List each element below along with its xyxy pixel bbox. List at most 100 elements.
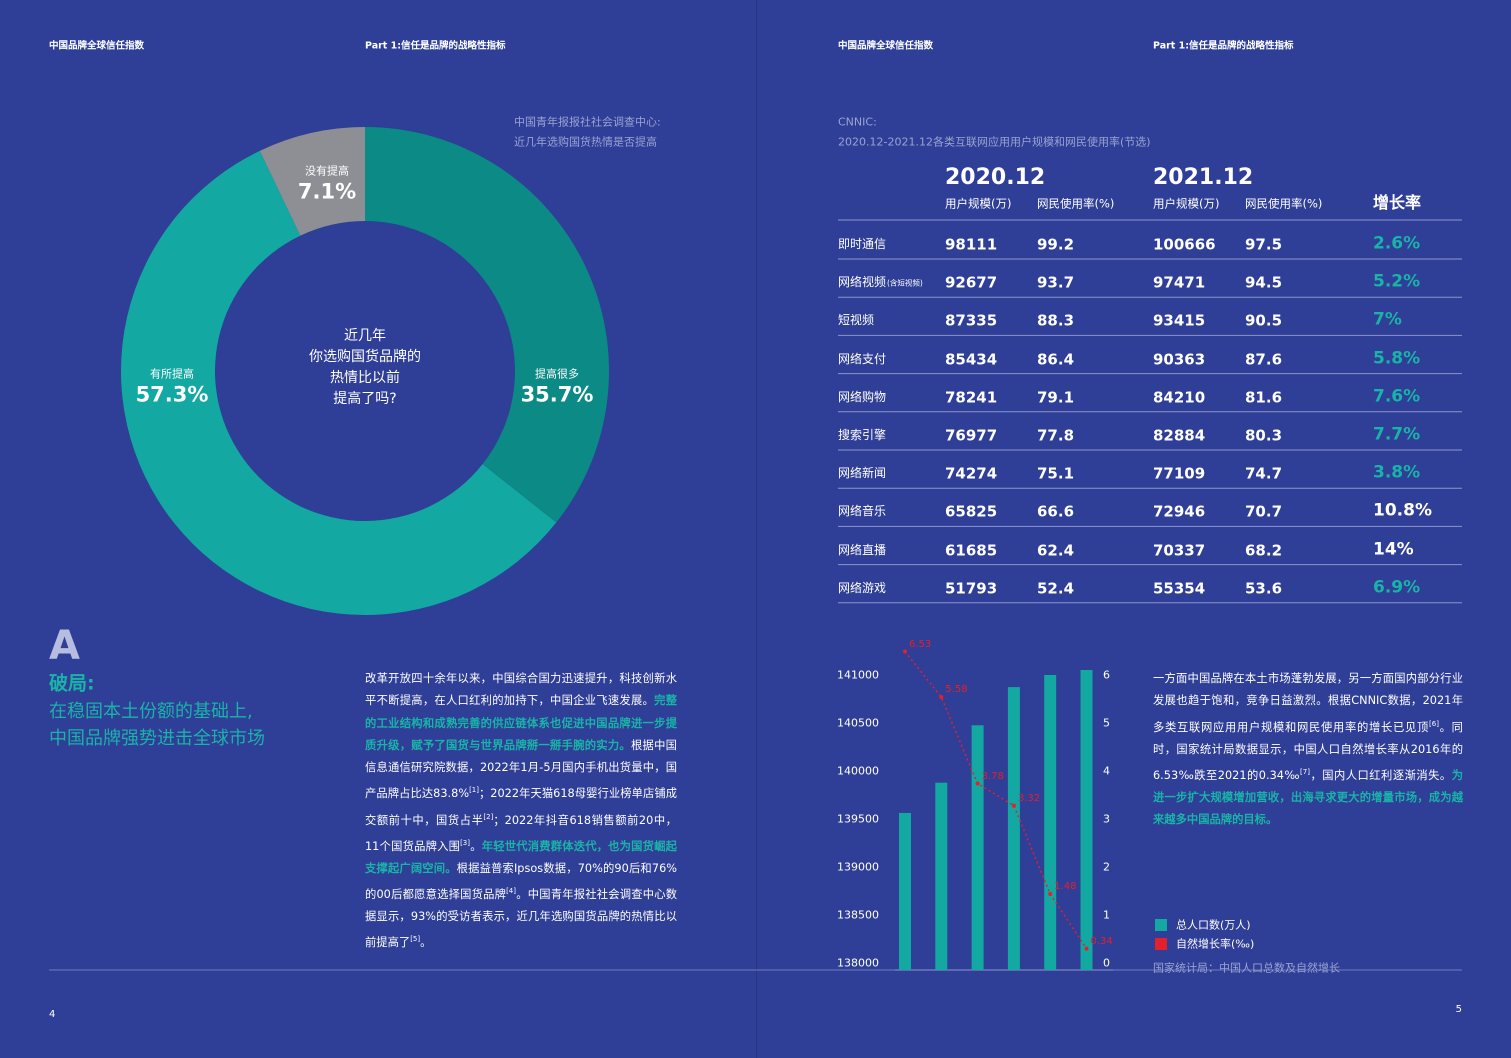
column-header: 网民使用率(%) — [1037, 196, 1115, 211]
y-tick-label: 139500 — [837, 812, 879, 826]
highlight-text: 年轻世代消费群体迭代，也为国货崛起支撑起广阔空间。 — [365, 839, 677, 875]
text: 。中国青年报社社会调查中心数据显示，93%的受访者表示，近几年选购国货品牌的热情… — [365, 887, 677, 950]
cell: 97471 — [1153, 273, 1206, 292]
row-name: 网络购物 — [838, 389, 887, 404]
cell: 53.6 — [1245, 579, 1283, 598]
source: 2020.12-2021.12各类互联网应用用户规模和网民使用率(节选) — [838, 135, 1151, 149]
page-number: 4 — [49, 1009, 56, 1020]
growth: 6.9% — [1373, 577, 1421, 598]
y-tick-label: 139000 — [837, 860, 879, 874]
growth: 7.6% — [1373, 386, 1421, 407]
cell: 84210 — [1153, 388, 1206, 407]
header-part: Part 1:信任是品牌的战略性指标 — [1153, 40, 1294, 52]
row-name: 短视频 — [838, 313, 875, 328]
bar — [899, 812, 911, 970]
cell: 74.7 — [1245, 464, 1283, 483]
y2-tick-label: 0 — [1103, 956, 1110, 970]
donut-segment — [120, 150, 557, 616]
growth: 14% — [1373, 539, 1414, 560]
text: [6] — [1429, 719, 1439, 728]
cell: 90363 — [1153, 350, 1206, 369]
y-tick-label: 140000 — [837, 764, 879, 778]
text: [3] — [460, 838, 470, 847]
period: 2021.12 — [1153, 165, 1254, 190]
text: 一方面中国品牌在本土市场蓬勃发展，另一方面国内部分行业发展也趋于饱和，竞争日益激… — [1153, 672, 1463, 734]
cell: 62.4 — [1037, 541, 1075, 560]
text: 改革开放四十余年以来，中国综合国力迅速提升，科技创新水平不断提高，在人口红利的加… — [365, 672, 677, 708]
cell: 55354 — [1153, 579, 1206, 598]
page-number: 5 — [1455, 1004, 1462, 1015]
cell: 94.5 — [1245, 273, 1283, 292]
marker — [1084, 946, 1089, 951]
cell: 70.7 — [1245, 502, 1283, 521]
cell: 88.3 — [1037, 311, 1075, 330]
y2-tick-label: 4 — [1103, 764, 1110, 778]
marker — [1048, 891, 1053, 896]
text: [1] — [469, 786, 479, 795]
segment-label: 提高很多 — [535, 367, 579, 381]
marker — [1011, 803, 1016, 808]
text: [7] — [1300, 767, 1310, 776]
cell: 97.5 — [1245, 235, 1283, 254]
cell: 86.4 — [1037, 350, 1075, 369]
cell: 87.6 — [1245, 350, 1283, 369]
highlight-text: 为进一步扩大规模增加营收，出海寻求更大的增量市场，成为越来越多中国品牌的目标。 — [1153, 768, 1463, 827]
cell: 51793 — [945, 579, 998, 598]
row-name: 搜索引擎 — [838, 428, 887, 442]
cell: 66.6 — [1037, 502, 1075, 521]
section-letter: A — [49, 623, 80, 669]
growth: 5.2% — [1373, 271, 1421, 292]
donut-segment — [365, 127, 609, 523]
center-text: 你选购国货品牌的 — [309, 349, 421, 365]
column-header: 网民使用率(%) — [1245, 196, 1323, 211]
value-label: 0.34 — [1090, 935, 1113, 947]
cell: 68.2 — [1245, 541, 1283, 560]
marker — [975, 781, 980, 786]
center-text: 提高了吗? — [333, 391, 397, 407]
source: CNNIC: — [838, 115, 877, 129]
bar — [935, 782, 948, 970]
column-header: 用户规模(万) — [1153, 196, 1220, 211]
cell: 72946 — [1153, 502, 1206, 521]
cell: 93.7 — [1037, 273, 1075, 292]
column-header: 增长率 — [1373, 193, 1422, 212]
growth: 10.8% — [1373, 500, 1432, 521]
legend-label: 自然增长率(‰) — [1176, 937, 1255, 951]
legend-label: 总人口数(万人) — [1176, 918, 1251, 932]
segment-label: 有所提高 — [150, 367, 194, 381]
bar — [971, 725, 984, 970]
cell: 61685 — [945, 541, 998, 560]
text: 根据中国信息通信研究院数据，2022年1月-5月国内手机出货量中，国产品牌占比达… — [365, 738, 677, 801]
legend-swatch — [1155, 919, 1167, 931]
cell: 78241 — [945, 388, 998, 407]
text: [2] — [483, 812, 494, 821]
value-label: 3.32 — [1017, 792, 1041, 804]
cell: 98111 — [945, 235, 998, 254]
y2-tick-label: 5 — [1103, 716, 1110, 730]
cell: 76977 — [945, 426, 998, 445]
column-header: 用户规模(万) — [945, 196, 1012, 211]
text: [5] — [410, 935, 421, 944]
text: 。 — [470, 839, 482, 853]
text: 。 — [420, 936, 432, 950]
text: [4] — [506, 886, 516, 895]
bar — [1044, 674, 1057, 970]
y2-tick-label: 2 — [1103, 860, 1110, 874]
header-title: 中国品牌全球信任指数 — [49, 40, 145, 52]
cell: 99.2 — [1037, 235, 1075, 254]
cell: 65825 — [945, 502, 998, 521]
highlight-text: 完整的工业结构和成熟完善的供应链体系也促进中国品牌进一步提质升级，赋予了国货与世… — [365, 694, 677, 752]
cell: 79.1 — [1037, 388, 1075, 407]
y-tick-label: 138000 — [837, 956, 879, 970]
row-name: 网络支付 — [838, 351, 887, 366]
cell: 77109 — [1153, 464, 1206, 483]
marker — [903, 649, 907, 654]
growth: 2.6% — [1373, 233, 1421, 254]
cell: 80.3 — [1245, 426, 1283, 445]
segment-value: 35.7% — [520, 382, 594, 407]
row-note: (含短视频) — [887, 278, 923, 288]
value-label: 6.53 — [909, 638, 932, 650]
cell: 92677 — [945, 273, 998, 292]
